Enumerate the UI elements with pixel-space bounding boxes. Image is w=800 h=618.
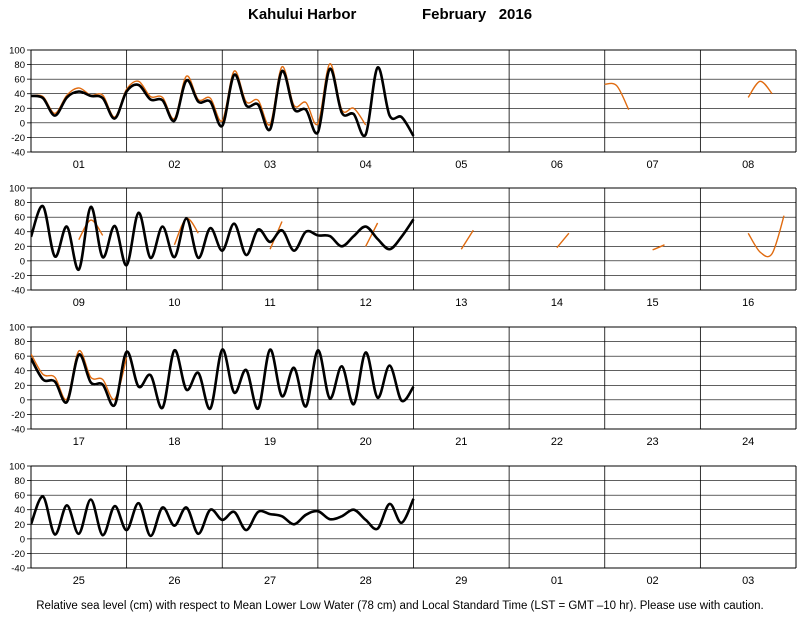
observed-series-segment: [556, 232, 570, 249]
observed-series-segment: [365, 222, 379, 247]
y-tick-label: 100: [9, 184, 25, 195]
day-label: 14: [551, 297, 563, 309]
y-tick-label: -40: [11, 425, 25, 436]
y-tick-label: 60: [14, 213, 25, 224]
title-station: Kahului Harbor: [248, 6, 357, 23]
day-label: 02: [168, 159, 180, 171]
day-label: 05: [455, 159, 467, 171]
y-tick-label: 0: [20, 395, 25, 406]
y-tick-label: 40: [14, 227, 25, 238]
y-tick-label: 20: [14, 381, 25, 392]
observed-series-segment: [747, 80, 773, 98]
y-tick-label: -40: [11, 286, 25, 297]
y-tick-label: -20: [11, 133, 25, 144]
day-label: 04: [360, 159, 372, 171]
day-label: 10: [168, 297, 180, 309]
day-label: 27: [264, 575, 276, 587]
observed-series-segment: [460, 229, 474, 250]
day-label: 08: [742, 159, 754, 171]
observed-series-segment: [31, 63, 367, 126]
y-tick-label: -20: [11, 549, 25, 560]
y-tick-label: -20: [11, 271, 25, 282]
observed-series-segment: [78, 219, 104, 241]
day-label: 25: [73, 575, 85, 587]
y-tick-label: 20: [14, 242, 25, 253]
y-tick-label: 40: [14, 89, 25, 100]
day-label: 17: [73, 436, 85, 448]
predicted-series-line: [31, 204, 415, 271]
day-label: 11: [264, 297, 275, 309]
day-label: 01: [73, 159, 85, 171]
y-tick-label: 40: [14, 505, 25, 516]
y-tick-label: 80: [14, 476, 25, 487]
day-label: 06: [551, 159, 563, 171]
y-tick-label: 0: [20, 118, 25, 129]
day-label: 15: [646, 297, 658, 309]
y-tick-label: 80: [14, 60, 25, 71]
day-label: 07: [646, 159, 658, 171]
y-tick-label: 20: [14, 104, 25, 115]
panel-4: -40 -20 0 20 40 60 80 100 25 26 27 28 29 01 02 03: [9, 462, 797, 587]
day-label: 23: [646, 436, 658, 448]
day-label: 03: [742, 575, 754, 587]
y-tick-label: 60: [14, 75, 25, 86]
predicted-series-line: [31, 348, 415, 410]
day-label: 13: [455, 297, 467, 309]
day-label: 09: [73, 297, 85, 309]
day-label: 24: [742, 436, 754, 448]
day-label: 29: [455, 575, 467, 587]
y-tick-label: 100: [9, 323, 25, 334]
y-tick-label: -40: [11, 148, 25, 159]
day-label: 03: [264, 159, 276, 171]
y-tick-label: 40: [14, 366, 25, 377]
y-tick-label: 80: [14, 337, 25, 348]
y-tick-label: -40: [11, 564, 25, 575]
y-tick-label: 20: [14, 520, 25, 531]
panel-2: -40 -20 0 20 40 60 80 100 09 10 11 12 13 14 15 16: [9, 184, 797, 309]
y-tick-label: 60: [14, 491, 25, 502]
day-label: 21: [455, 436, 467, 448]
y-tick-label: 60: [14, 352, 25, 363]
day-label: 22: [551, 436, 563, 448]
day-label: 28: [360, 575, 372, 587]
day-label: 20: [360, 436, 372, 448]
observed-series-segment: [604, 82, 630, 111]
predicted-series-line: [31, 66, 415, 138]
predicted-series-line: [31, 495, 415, 538]
day-label: 26: [168, 575, 180, 587]
observed-series-segment: [652, 244, 665, 251]
chart-title: Kahului Harbor February 2016: [0, 6, 800, 26]
observed-series-segment: [31, 350, 128, 401]
day-label: 19: [264, 436, 276, 448]
day-label: 12: [360, 297, 372, 309]
y-tick-label: 100: [9, 462, 25, 473]
y-tick-label: 0: [20, 534, 25, 545]
title-month-year: February 2016: [422, 6, 533, 23]
y-tick-label: 100: [9, 46, 25, 57]
day-label: 16: [742, 297, 754, 309]
day-label: 18: [168, 436, 180, 448]
day-label: 02: [646, 575, 658, 587]
y-tick-label: 80: [14, 198, 25, 209]
chart-caption: Relative sea level (cm) with respect to …: [36, 600, 764, 612]
panel-1: -40 -20 0 20 40 60 80 100 01 02 03 04 05 06 07 08: [9, 46, 797, 171]
panel-3: -40 -20 0 20 40 60 80 100 17 18 19 20 21 22 23 24: [9, 323, 797, 448]
y-tick-label: -20: [11, 410, 25, 421]
day-label: 01: [551, 575, 563, 587]
observed-series-segment: [747, 215, 785, 258]
y-tick-label: 0: [20, 256, 25, 267]
